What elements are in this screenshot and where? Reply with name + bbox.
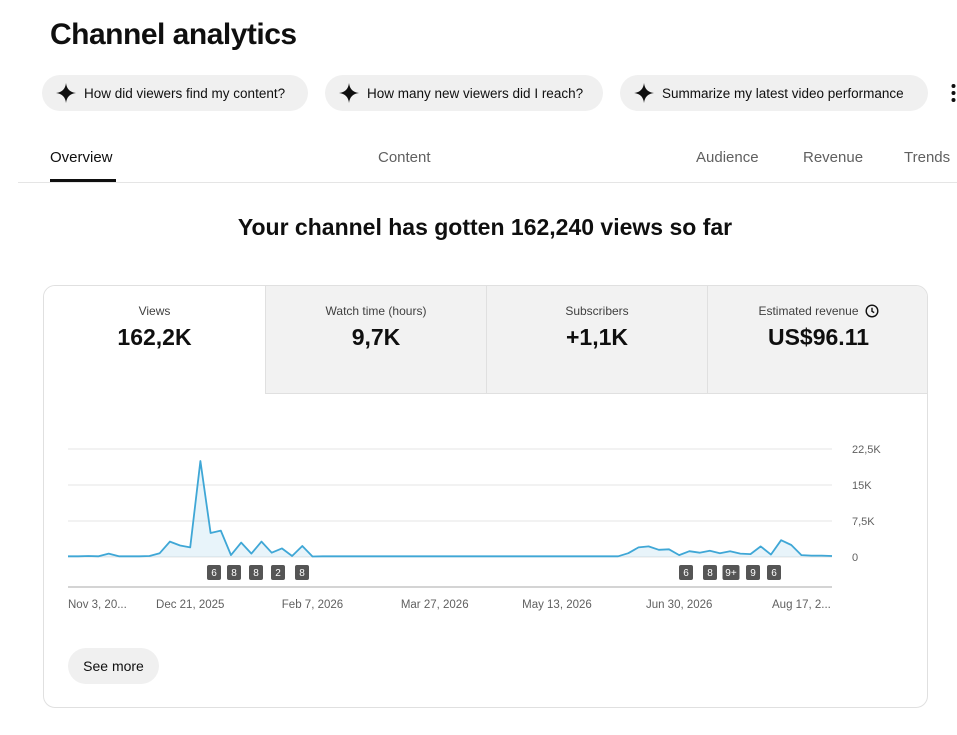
tab[interactable]: Overview bbox=[50, 149, 113, 166]
y-tick-label: 7,5K bbox=[852, 516, 875, 528]
video-marker bbox=[722, 565, 740, 580]
video-marker-label: 6 bbox=[771, 568, 777, 579]
see-more-button[interactable]: See more bbox=[68, 648, 159, 684]
x-tick-label: Aug 17, 2... bbox=[772, 599, 831, 611]
x-tick-label: Dec 21, 2025 bbox=[156, 599, 224, 611]
x-tick-label: Jun 30, 2026 bbox=[646, 599, 713, 611]
video-marker bbox=[746, 565, 760, 580]
x-tick-label: Feb 7, 2026 bbox=[282, 599, 343, 611]
metric-label: Subscribers bbox=[565, 304, 629, 318]
video-marker-label: 6 bbox=[211, 568, 217, 579]
video-marker-label: 8 bbox=[707, 568, 713, 579]
tab[interactable]: Trends bbox=[904, 149, 951, 166]
x-tick-label: May 13, 2026 bbox=[522, 599, 592, 611]
metric-label: Views bbox=[138, 304, 171, 318]
chip-text: How many new viewers did I reach? bbox=[367, 85, 584, 101]
analytics-card: Views 162,2K Watch time (hours) 9,7K Subsc… bbox=[43, 285, 928, 708]
tab[interactable]: Revenue bbox=[803, 149, 864, 166]
metric-value: US$96.11 bbox=[767, 324, 870, 350]
suggestion-chip[interactable]: How many new viewers did I reach? bbox=[325, 75, 603, 111]
metric-label-row: Estimated revenue bbox=[708, 304, 927, 318]
video-marker bbox=[227, 565, 241, 580]
tab[interactable]: Audience bbox=[696, 149, 759, 166]
video-marker bbox=[767, 565, 781, 580]
sparkle-icon bbox=[634, 83, 654, 103]
metric-tab[interactable]: Views 162,2K bbox=[44, 286, 265, 394]
clock-icon bbox=[865, 304, 879, 318]
metric-value: 9,7K bbox=[351, 324, 401, 350]
video-marker bbox=[679, 565, 693, 580]
video-marker-label: 6 bbox=[683, 568, 689, 579]
metric-tab[interactable]: Watch time (hours) 9,7K bbox=[265, 286, 486, 394]
sparkle-icon bbox=[339, 83, 359, 103]
divider bbox=[18, 182, 957, 183]
metric-label: Estimated revenue bbox=[758, 304, 859, 318]
y-tick-label: 22,5K bbox=[852, 444, 881, 456]
chip-text: How did viewers find my content? bbox=[84, 85, 286, 101]
video-marker-label: 9+ bbox=[725, 568, 737, 579]
metric-label: Watch time (hours) bbox=[325, 304, 427, 318]
line bbox=[68, 460, 833, 558]
video-marker bbox=[703, 565, 717, 580]
metric-tab[interactable]: Subscribers +1,1K bbox=[486, 286, 707, 394]
chip-text: Summarize my latest video performance bbox=[662, 85, 904, 101]
y-tick-label: 0 bbox=[852, 552, 858, 564]
video-marker bbox=[295, 565, 309, 580]
area bbox=[68, 461, 832, 557]
video-marker-label: 8 bbox=[231, 568, 237, 579]
video-marker bbox=[249, 565, 263, 580]
video-marker-label: 8 bbox=[299, 568, 305, 579]
page-title: Channel analytics bbox=[50, 18, 297, 51]
sparkle-icon bbox=[56, 83, 76, 103]
x-tick-label: Mar 27, 2026 bbox=[401, 599, 469, 611]
suggestion-chip[interactable]: Summarize my latest video performance bbox=[620, 75, 928, 111]
headline: Your channel has gotten 162,240 views so… bbox=[237, 214, 733, 240]
tab-underline bbox=[50, 179, 116, 182]
y-tick-label: 15K bbox=[852, 480, 872, 492]
video-marker bbox=[207, 565, 221, 580]
video-marker-label: 9 bbox=[750, 568, 756, 579]
tab[interactable]: Content bbox=[378, 149, 431, 166]
more-menu[interactable] bbox=[950, 82, 957, 104]
metric-tab[interactable]: Estimated revenue US$96.11 bbox=[707, 286, 927, 394]
video-marker-label: 8 bbox=[253, 568, 259, 579]
metric-value: +1,1K bbox=[565, 324, 628, 350]
video-marker bbox=[271, 565, 285, 580]
metric-value: 162,2K bbox=[117, 324, 192, 350]
x-tick-label: Nov 3, 20... bbox=[68, 599, 127, 611]
video-marker-label: 2 bbox=[275, 568, 281, 579]
suggestion-chip[interactable]: How did viewers find my content? bbox=[42, 75, 308, 111]
